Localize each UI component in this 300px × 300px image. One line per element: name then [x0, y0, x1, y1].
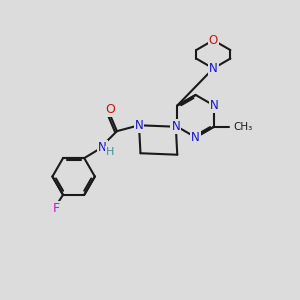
- Text: H: H: [106, 147, 114, 158]
- Text: N: N: [209, 62, 218, 75]
- Text: N: N: [98, 141, 106, 154]
- Text: O: O: [106, 103, 116, 116]
- Text: N: N: [191, 131, 200, 144]
- Text: O: O: [209, 34, 218, 47]
- Text: N: N: [135, 119, 143, 132]
- Text: N: N: [171, 120, 180, 133]
- Text: N: N: [210, 99, 218, 112]
- Text: CH₃: CH₃: [234, 122, 253, 132]
- Text: F: F: [53, 202, 60, 215]
